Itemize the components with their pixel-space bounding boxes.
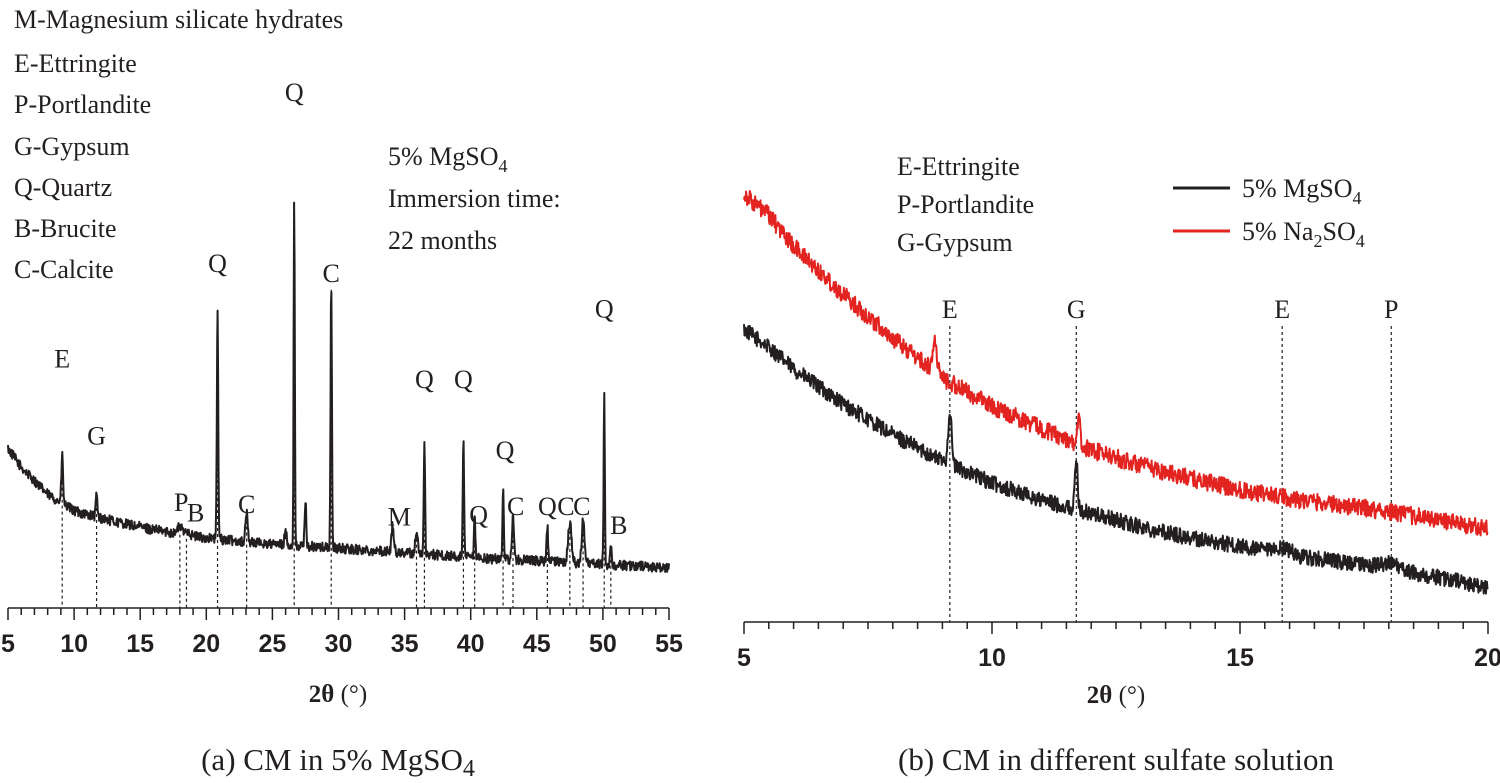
phase-legend-a: M-Magnesium silicate hydrates E-Ettringi…	[14, 5, 343, 284]
peak-label: C	[507, 492, 524, 521]
axis-unit: (°)	[334, 681, 367, 708]
x-tick-label: 25	[258, 630, 286, 658]
solution-label: 5% MgSO4	[388, 142, 508, 176]
x-tick-label: 15	[126, 630, 154, 658]
x-tick-label: 55	[655, 630, 683, 658]
legend-label-na2so4: 5% Na2SO4	[1242, 217, 1365, 251]
axis-theta: 2θ	[309, 681, 335, 708]
peak-label: C	[573, 492, 590, 521]
phase-legend-b: E-Ettringite P-Portlandite G-Gypsum	[897, 152, 1034, 257]
legend-line: E-Ettringite	[897, 152, 1020, 181]
legend-line: E-Ettringite	[14, 49, 137, 78]
x-tick-label: 40	[457, 630, 485, 658]
peak-label: Q	[595, 295, 614, 324]
peak-label: E	[942, 295, 958, 324]
series-legend-b: 5% MgSO4 5% Na2SO4	[1173, 174, 1365, 251]
x-tick-label: 35	[391, 630, 419, 658]
peak-label: Q	[415, 365, 434, 394]
legend-line: G-Gypsum	[14, 132, 130, 161]
peak-label: E	[54, 344, 70, 373]
solution-text: 5% MgSO	[388, 142, 499, 171]
x-tick-label: 15	[1226, 644, 1254, 672]
peak-label: P	[174, 488, 188, 517]
condition-label: 5% MgSO4 Immersion time: 22 months	[388, 142, 561, 255]
peak-label: Q	[538, 492, 557, 521]
caption-a-text: (a) CM in 5% MgSO	[201, 742, 463, 777]
reference-lines-b	[949, 326, 1392, 622]
legend-subscript: 2	[1313, 231, 1322, 251]
peak-label: B	[610, 511, 627, 540]
peak-label: C	[323, 259, 340, 288]
legend-line: P-Portlandite	[14, 90, 151, 119]
peak-label: B	[187, 498, 204, 527]
immersion-time-label: Immersion time:	[388, 184, 561, 213]
x-tick-label: 5	[737, 644, 751, 672]
legend-line: Q-Quartz	[14, 173, 112, 202]
peak-label: Q	[285, 78, 304, 107]
legend-text: 5% MgSO	[1242, 174, 1353, 203]
x-tick-label: 45	[523, 630, 551, 658]
panel-b: E-Ettringite P-Portlandite G-Gypsum 5% M…	[737, 152, 1500, 777]
legend-line: G-Gypsum	[897, 228, 1013, 257]
legend-line: P-Portlandite	[897, 190, 1034, 219]
peak-label: G	[87, 421, 106, 450]
peak-label: Q	[469, 500, 488, 529]
caption-b: (b) CM in different sulfate solution	[898, 742, 1334, 777]
legend-text: SO	[1322, 217, 1355, 246]
peak-label: Q	[496, 436, 515, 465]
legend-label-mgso4: 5% MgSO4	[1242, 174, 1362, 208]
diffraction-pattern-a	[7, 201, 670, 573]
x-tick-label: 5	[1, 630, 15, 658]
axis-unit: (°)	[1112, 682, 1145, 709]
legend-subscript: 4	[1353, 188, 1362, 208]
caption-a: (a) CM in 5% MgSO4	[201, 742, 475, 782]
legend-line: M-Magnesium silicate hydrates	[14, 5, 343, 34]
peak-label: P	[1384, 295, 1398, 324]
peak-label: Q	[208, 249, 227, 278]
x-tick-label: 20	[1474, 644, 1500, 672]
peak-label: M	[388, 503, 411, 532]
peak-label: Q	[454, 365, 473, 394]
peak-label: C	[238, 490, 255, 519]
peak-label: G	[1067, 295, 1086, 324]
legend-text: 5% Na	[1242, 217, 1314, 246]
legend-subscript: 4	[1356, 231, 1365, 251]
immersion-time-value: 22 months	[388, 226, 497, 255]
x-tick-label: 30	[325, 630, 353, 658]
diffraction-pattern-na2so4	[743, 190, 1489, 537]
x-tick-label: 20	[192, 630, 220, 658]
legend-line: C-Calcite	[14, 255, 114, 284]
panel-a: M-Magnesium silicate hydrates E-Ettringi…	[1, 5, 683, 782]
x-tick-label: 50	[589, 630, 617, 658]
legend-line: B-Brucite	[14, 214, 117, 243]
peak-label: C	[557, 492, 574, 521]
x-tick-label: 10	[60, 630, 88, 658]
x-axis-title-b: 2θ (°)	[1087, 682, 1145, 709]
x-ticks-b: 5 10 15 20	[737, 622, 1500, 672]
diffraction-pattern-mgso4	[743, 324, 1489, 595]
x-tick-label: 10	[978, 644, 1006, 672]
x-axis-title-a: 2θ (°)	[309, 681, 367, 708]
solution-subscript: 4	[499, 156, 508, 176]
axis-theta: 2θ	[1087, 682, 1113, 709]
caption-a-subscript: 4	[463, 756, 475, 782]
peak-label: E	[1274, 295, 1290, 324]
x-ticks-a: 5 10 15 20 25 30 35 40 45 50 55	[1, 608, 683, 658]
